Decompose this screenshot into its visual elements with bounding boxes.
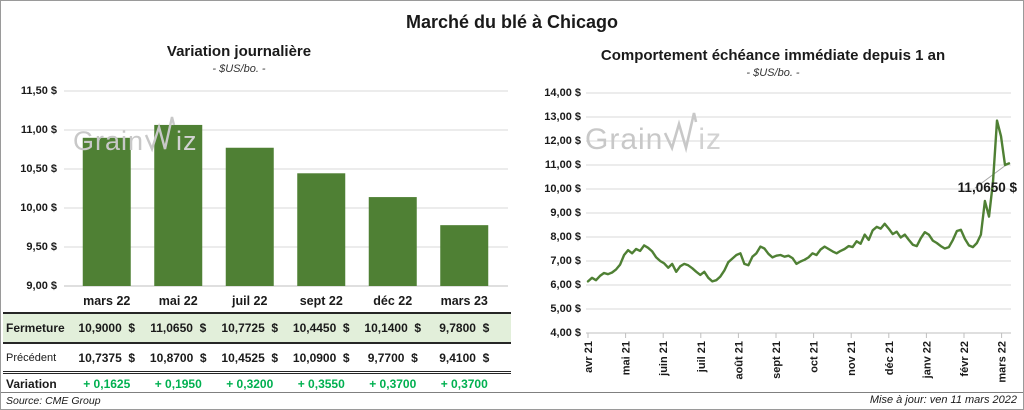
source-note: Source: CME Group <box>6 395 101 407</box>
table-row-fermeture: Fermeture 10,9000 $ 11,0650 $ 10,7725 $ … <box>3 312 511 344</box>
bar-chart-y-tick-label: 11,50 $ <box>20 85 57 97</box>
line-chart-title: Comportement échéance immédiate depuis 1… <box>600 47 946 64</box>
bar-chart-y-tick-label: 9,50 $ <box>26 241 57 253</box>
line-chart-x-tick-label: juin 21 <box>658 341 670 377</box>
table-cell: 10,8700 $ <box>149 350 207 365</box>
bar-chart-y-tick-label: 11,00 $ <box>20 124 57 136</box>
table-cell: 10,1400 $ <box>364 321 422 335</box>
table-cell: 11,0650 $ <box>150 321 207 335</box>
footer: Source: CME Group Mise à jour: ven 11 ma… <box>1 392 1023 409</box>
line-chart-x-tick-label: mai 21 <box>621 341 633 375</box>
line-chart-x-tick-label: juil 21 <box>696 341 708 373</box>
line-chart-subtitle: - $US/bo. - <box>746 67 800 79</box>
table-cell: + 0,3550 <box>297 377 345 391</box>
table-cell: + 0,3200 <box>226 377 274 391</box>
bar-chart-y-tick-label: 10,50 $ <box>20 163 57 175</box>
table-cell: 10,7725 $ <box>221 321 279 335</box>
line-chart-x-tick-label: août 21 <box>733 341 745 380</box>
line-chart-y-tick-label: 6,00 $ <box>550 279 581 291</box>
column-header: juil 22 <box>232 293 268 308</box>
line-chart-y-tick-label: 8,00 $ <box>550 231 581 243</box>
last-price-annotation: 11,0650 $ <box>957 180 1017 195</box>
table-cell: + 0,1625 <box>83 377 131 391</box>
line-chart-y-tick-label: 12,00 $ <box>544 135 581 147</box>
column-header: mars 23 <box>440 293 488 308</box>
bar-chart-subtitle: - $US/bo. - <box>212 63 266 75</box>
line-chart-y-tick-label: 4,00 $ <box>550 327 581 339</box>
table-cell: 9,4100 $ <box>439 350 490 365</box>
line-chart-x-tick-label: avr 21 <box>583 341 595 373</box>
line-chart-x-tick-label: oct 21 <box>809 341 821 373</box>
line-chart-y-tick-label: 9,00 $ <box>550 207 581 219</box>
row-label: Fermeture <box>6 321 65 335</box>
updated-note: Mise à jour: ven 11 mars 2022 <box>869 394 1017 406</box>
bar-déc 22 <box>368 197 417 286</box>
table-cell: 9,7700 $ <box>367 350 418 365</box>
page-title: Marché du blé à Chicago <box>405 12 619 32</box>
bar-mars 23 <box>440 225 489 286</box>
line-chart-x-tick-label: déc 21 <box>884 341 896 375</box>
table-cell: 10,4525 $ <box>221 350 279 365</box>
bar-mars 22 <box>82 137 131 286</box>
table-cell: + 0,3700 <box>369 377 417 391</box>
table-cell: + 0,3700 <box>440 377 488 391</box>
table-cell: 10,7375 $ <box>78 350 136 365</box>
line-chart-x-tick-label: janv 22 <box>921 341 933 379</box>
line-chart-y-tick-label: 14,00 $ <box>544 87 581 99</box>
table-cell: 10,4450 $ <box>292 321 350 335</box>
table-row-precedent: Précédent 10,7375 $ 10,8700 $ 10,4525 $ … <box>3 344 511 374</box>
table-cell: 9,7800 $ <box>439 321 490 335</box>
line-chart-y-tick-label: 5,00 $ <box>550 303 581 315</box>
bar-chart-title: Variation journalière <box>166 43 312 60</box>
line-chart-x-tick-label: sept 21 <box>771 341 783 379</box>
column-header: sept 22 <box>299 293 343 308</box>
column-header: déc 22 <box>373 293 413 308</box>
bar-sept 22 <box>297 173 346 286</box>
column-header: mai 22 <box>158 293 198 308</box>
bar-juil 22 <box>225 147 274 286</box>
table-cell: 10,9000 $ <box>78 321 136 335</box>
price-line-series <box>586 119 1011 283</box>
column-header: mars 22 <box>83 293 131 308</box>
line-chart-y-tick-label: 13,00 $ <box>544 111 581 123</box>
line-chart-y-tick-label: 11,00 $ <box>544 159 581 171</box>
bar-chart-y-tick-label: 10,00 $ <box>20 202 57 214</box>
bar-chart-y-tick-label: 9,00 $ <box>26 280 57 292</box>
table-cell: 10,0900 $ <box>292 350 350 365</box>
line-chart-x-tick-label: nov 21 <box>846 341 858 376</box>
table-cell: + 0,1950 <box>154 377 202 391</box>
table-row-variation: Variation + 0,1625 + 0,1950 + 0,3200 + 0… <box>3 374 511 394</box>
row-label: Précédent <box>6 351 57 364</box>
bar-mai 22 <box>154 124 203 287</box>
line-chart-x-tick-label: mars 22 <box>997 341 1009 383</box>
row-label: Variation <box>6 377 57 391</box>
line-chart-y-tick-label: 10,00 $ <box>544 183 581 195</box>
line-chart-y-tick-label: 7,00 $ <box>550 255 581 267</box>
line-chart-x-tick-label: févr 22 <box>959 341 971 376</box>
price-table: mars 22 mai 22 juil 22 sept 22 déc 22 ma… <box>3 289 511 394</box>
table-header-row: mars 22 mai 22 juil 22 sept 22 déc 22 ma… <box>3 289 511 312</box>
